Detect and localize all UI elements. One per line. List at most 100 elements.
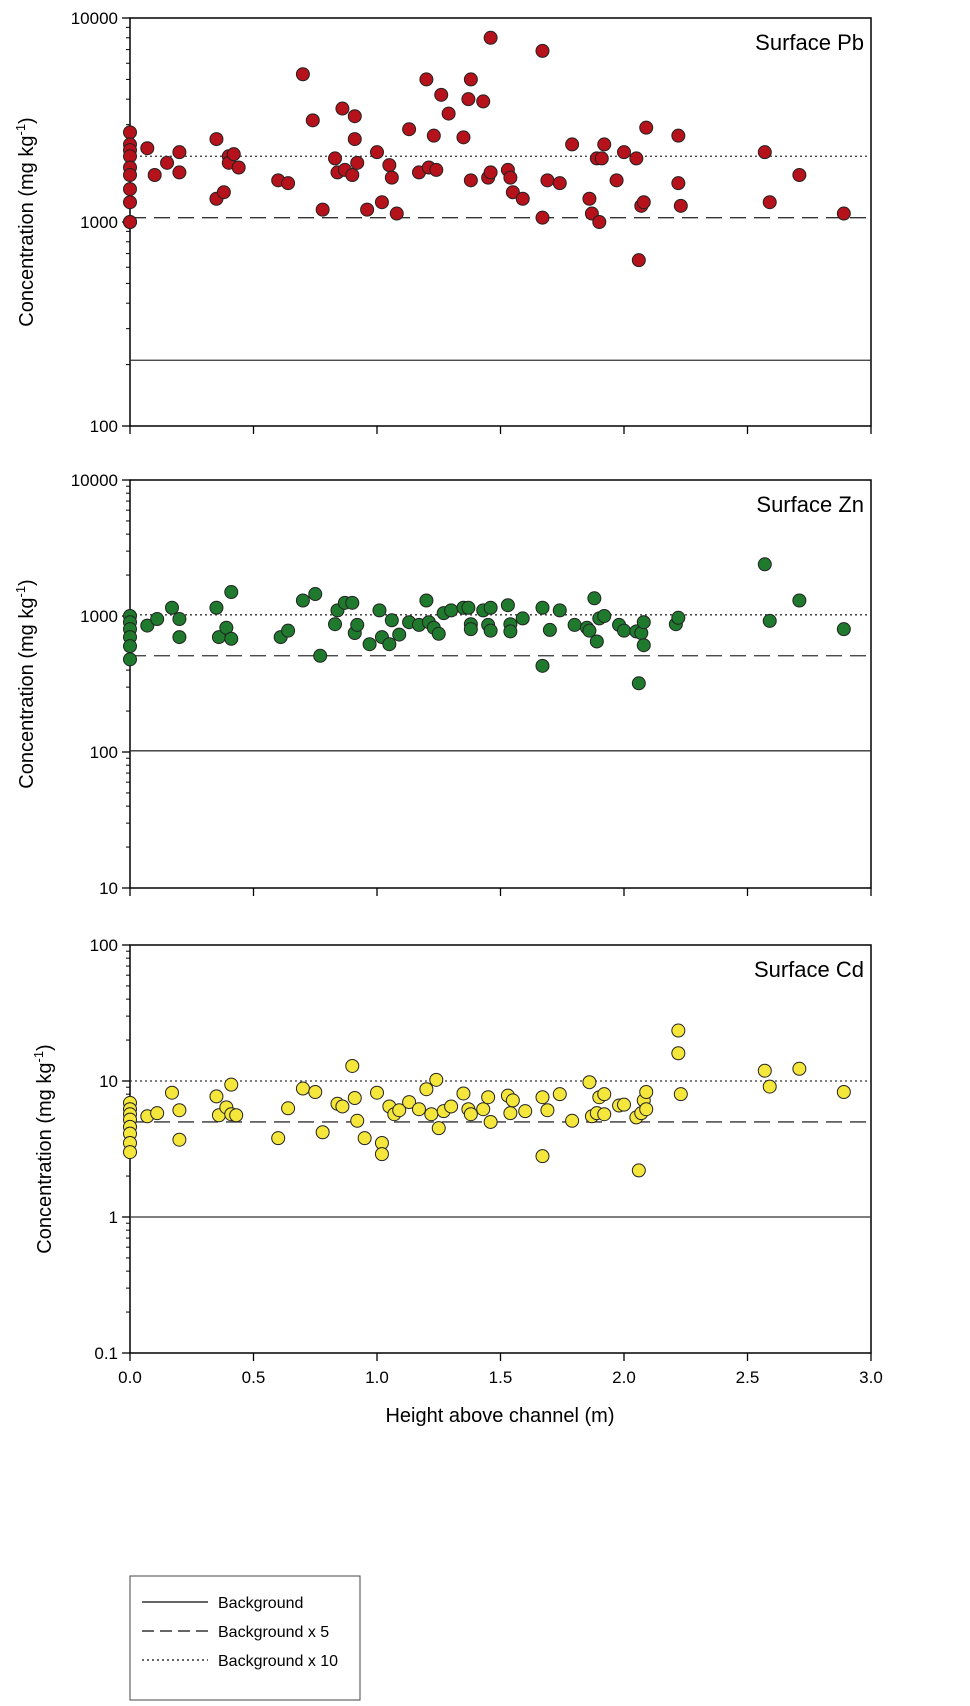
data-point-zn xyxy=(431,626,446,641)
data-point-pb xyxy=(335,101,350,116)
data-point-pb xyxy=(463,173,478,188)
data-point-cd xyxy=(392,1103,407,1118)
data-point-pb xyxy=(629,151,644,166)
x-tick-label: 3.0 xyxy=(859,1368,883,1387)
data-point-cd xyxy=(209,1089,224,1104)
data-points-pb xyxy=(123,30,851,268)
data-point-cd xyxy=(295,1081,310,1096)
data-point-zn xyxy=(535,600,550,615)
x-ticks-cd: 0.0 0.5 1.0 1.5 2.0 2.5 3.0 xyxy=(118,1353,883,1387)
y-tick-label-pb: 1000 xyxy=(80,213,118,232)
data-point-pb xyxy=(535,43,550,58)
data-point-zn xyxy=(542,622,557,637)
reference-lines-cd xyxy=(130,1080,871,1218)
data-point-cd xyxy=(424,1107,439,1122)
data-point-pb xyxy=(123,125,137,140)
data-points-zn xyxy=(123,557,851,691)
data-point-zn xyxy=(589,634,604,649)
data-point-pb xyxy=(315,202,330,217)
data-point-cd xyxy=(357,1131,372,1146)
panel-pb: 100 1000 10000 Surface Pb Concentration (m… xyxy=(13,9,872,436)
data-point-pb xyxy=(636,195,651,210)
x-tick-label: 0.5 xyxy=(242,1368,266,1387)
data-point-zn xyxy=(164,600,179,615)
panel-zn: 10 100 1000 10000 Surface Zn Concentration … xyxy=(13,471,872,898)
y-axis-title-close: ) xyxy=(16,579,38,586)
data-point-cd xyxy=(463,1107,478,1122)
data-point-zn xyxy=(444,603,459,618)
data-point-cd xyxy=(150,1106,165,1121)
data-point-zn xyxy=(503,624,518,639)
y-tick-label-zn: 10 xyxy=(99,879,118,898)
y-tick-label-zn: 1000 xyxy=(80,607,118,626)
data-point-pb xyxy=(350,155,365,170)
data-point-cd xyxy=(374,1147,389,1162)
data-point-cd xyxy=(476,1102,491,1117)
data-point-zn xyxy=(209,600,224,615)
data-point-pb xyxy=(382,158,397,173)
data-point-cd xyxy=(836,1085,851,1100)
data-point-pb xyxy=(419,72,434,87)
data-point-cd xyxy=(503,1106,518,1121)
panel-title-pb: Surface Pb xyxy=(755,30,864,55)
data-point-cd xyxy=(597,1087,612,1102)
y-axis-title-main: Concentration (mg kg xyxy=(16,598,38,789)
data-point-zn xyxy=(345,595,360,610)
data-point-pb xyxy=(565,137,580,152)
data-point-cd xyxy=(281,1101,296,1116)
data-point-pb xyxy=(639,120,654,135)
data-point-zn xyxy=(392,627,407,642)
data-point-cd xyxy=(419,1082,434,1097)
data-point-cd xyxy=(402,1095,417,1110)
data-point-zn xyxy=(350,617,365,632)
data-point-zn xyxy=(372,603,387,618)
reference-lines-pb xyxy=(130,155,871,361)
y-axis-title-cd: Concentration (mg kg-1) xyxy=(31,1044,56,1253)
data-point-cd xyxy=(444,1099,459,1114)
data-point-pb xyxy=(426,128,441,143)
data-point-zn xyxy=(757,557,772,572)
data-point-cd xyxy=(308,1085,323,1100)
data-point-pb xyxy=(328,151,343,166)
data-point-pb xyxy=(762,195,777,210)
data-point-zn xyxy=(762,613,777,628)
data-point-pb xyxy=(434,87,449,102)
y-tick-label-pb: 100 xyxy=(90,417,118,436)
data-point-pb xyxy=(172,145,187,160)
data-point-pb xyxy=(836,206,851,221)
x-ticks-zn xyxy=(129,888,872,896)
data-point-zn xyxy=(313,648,328,663)
data-point-zn xyxy=(636,638,651,653)
data-point-pb xyxy=(226,147,241,162)
data-point-cd xyxy=(315,1125,330,1140)
data-point-zn xyxy=(382,637,397,652)
data-point-pb xyxy=(792,167,807,182)
data-point-cd xyxy=(229,1108,244,1123)
data-point-pb xyxy=(592,215,607,229)
y-tick-label-cd: 0.1 xyxy=(94,1344,118,1363)
legend-label-background-x5: Background x 5 xyxy=(218,1624,329,1641)
y-axis-title-main: Concentration (mg kg xyxy=(16,136,38,327)
data-point-cd xyxy=(631,1163,646,1178)
data-point-zn xyxy=(567,617,582,632)
data-point-pb xyxy=(582,191,597,206)
data-point-pb xyxy=(231,160,246,175)
data-point-cd xyxy=(429,1072,444,1087)
data-point-cd xyxy=(123,1145,137,1160)
y-tick-label-cd: 100 xyxy=(90,936,118,955)
x-axis-title: Height above channel (m) xyxy=(385,1405,614,1427)
data-point-cd xyxy=(540,1103,555,1118)
x-tick-label: 2.0 xyxy=(612,1368,636,1387)
x-ticks-pb xyxy=(129,426,872,434)
data-point-cd xyxy=(582,1075,597,1090)
reference-lines-zn xyxy=(130,614,871,752)
data-point-pb xyxy=(631,253,646,268)
data-point-cd xyxy=(347,1090,362,1105)
data-point-zn xyxy=(836,622,851,637)
data-point-pb xyxy=(295,67,310,82)
data-point-zn xyxy=(295,593,310,608)
data-point-zn xyxy=(500,598,515,613)
data-point-pb xyxy=(456,130,471,145)
data-point-pb xyxy=(123,182,137,197)
